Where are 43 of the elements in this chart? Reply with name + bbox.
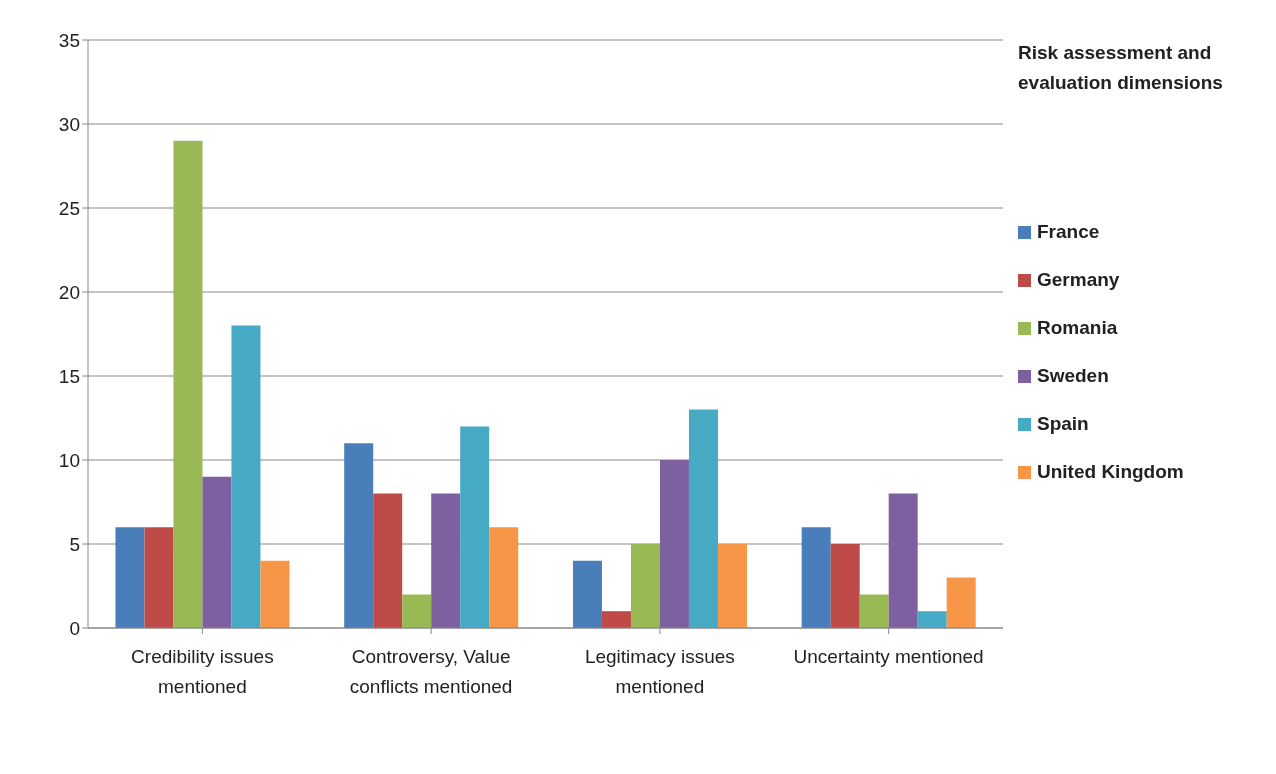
- bar: [717, 544, 747, 628]
- bar: [460, 426, 490, 628]
- bar: [260, 560, 290, 628]
- y-tick-label: 10: [58, 449, 80, 471]
- bar: [344, 443, 374, 628]
- bar: [888, 493, 918, 628]
- bar: [489, 527, 519, 628]
- y-tick-label: 5: [69, 533, 80, 555]
- bar: [431, 493, 461, 628]
- legend-label: United Kingdom: [1037, 461, 1184, 483]
- bar: [402, 594, 432, 628]
- bar: [144, 527, 174, 628]
- legend-label: Romania: [1037, 317, 1118, 339]
- y-tick-label: 15: [58, 365, 80, 387]
- legend-label: Spain: [1037, 413, 1089, 435]
- bar: [115, 527, 145, 628]
- y-tick-label: 20: [58, 281, 80, 303]
- legend-title: Risk assessment and evaluation dimensions: [1018, 41, 1224, 95]
- bar: [202, 476, 232, 628]
- bar: [373, 493, 403, 628]
- bar: [572, 560, 602, 628]
- bar: [917, 611, 947, 628]
- bar: [830, 544, 860, 628]
- bar: [659, 460, 689, 628]
- legend-label: Germany: [1037, 269, 1120, 291]
- bar: [173, 140, 203, 628]
- y-tick-label: 35: [58, 29, 80, 51]
- x-tick-label: Controversy, Value conflicts mentioned: [349, 646, 513, 698]
- x-tick-label: Uncertainty mentioned: [793, 646, 984, 668]
- bar: [801, 527, 831, 628]
- y-tick-label: 0: [69, 617, 80, 639]
- bar: [859, 594, 889, 628]
- x-tick-label: Legitimacy issues mentioned: [584, 646, 735, 698]
- legend-label: France: [1037, 221, 1100, 243]
- bar: [231, 325, 261, 628]
- bar: [688, 409, 718, 628]
- y-tick-label: 30: [58, 113, 80, 135]
- x-tick-label: Credibility issues mentioned: [131, 646, 274, 698]
- y-tick-label: 25: [58, 197, 80, 219]
- legend-label: Sweden: [1037, 365, 1109, 387]
- bar: [630, 544, 660, 628]
- bar: [601, 611, 631, 628]
- bar: [946, 577, 976, 628]
